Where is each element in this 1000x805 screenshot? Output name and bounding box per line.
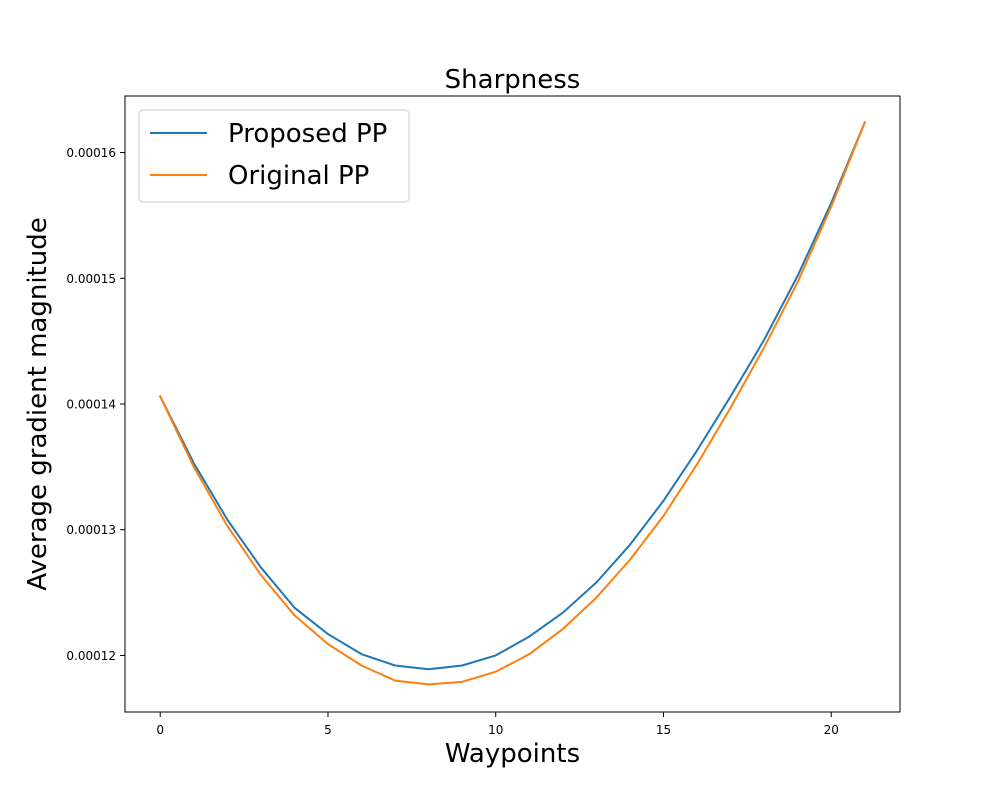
- y-axis-label: Average gradient magnitude: [23, 217, 53, 590]
- x-tick-label: 5: [324, 723, 332, 737]
- x-tick-label: 15: [656, 723, 671, 737]
- y-tick-label: 0.00013: [66, 523, 116, 537]
- y-tick-label: 0.00016: [66, 146, 116, 160]
- chart-title: Sharpness: [445, 65, 581, 95]
- series-line-1: [158, 121, 867, 686]
- y-tick-label: 0.00015: [66, 272, 116, 286]
- legend-label-1: Original PP: [228, 161, 369, 191]
- x-axis-label: Waypoints: [445, 739, 580, 769]
- y-tick-label: 0.00012: [66, 649, 116, 663]
- legend-label-0: Proposed PP: [228, 119, 387, 149]
- x-tick-label: 0: [156, 723, 164, 737]
- x-tick-label: 10: [488, 723, 503, 737]
- legend: Proposed PP Original PP: [138, 109, 410, 203]
- series-layer: [158, 121, 867, 686]
- series-line-0: [158, 121, 867, 671]
- y-axis-ticks: 0.00012 0.00013 0.00014 0.00015 0.00016: [66, 146, 125, 663]
- x-tick-label: 20: [824, 723, 839, 737]
- y-tick-label: 0.00014: [66, 398, 116, 412]
- x-axis-ticks: 0 5 10 15 20: [156, 712, 839, 737]
